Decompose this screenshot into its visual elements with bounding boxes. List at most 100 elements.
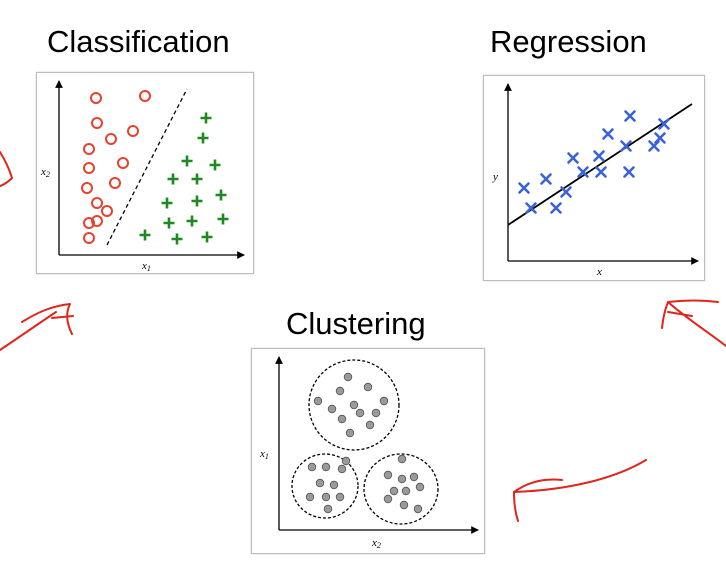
decision-boundary [106,88,188,246]
cluster-point [355,408,365,418]
classification-plot: x1 x2 [40,80,245,273]
class-a-points [81,90,151,244]
regression-point [518,182,530,194]
cluster-point [345,428,355,438]
cluster-point [383,494,393,504]
class-b-point [167,173,179,185]
cluster-point [313,396,323,406]
classification-title: Classification [47,24,230,59]
class-b-point [186,215,198,227]
classification-panel: x1 x2 [36,72,254,274]
cluster-point [397,454,407,464]
regression-point [602,128,614,140]
cluster-1-boundary [308,359,400,451]
class-a-point [83,162,95,174]
cluster-2-boundary [291,453,359,519]
cluster-point [415,482,425,492]
class-b-point [181,155,193,167]
class-b-point [209,159,221,171]
regression-point [567,152,579,164]
regression-points [518,110,670,214]
regression-point [593,150,605,162]
cluster-point [379,396,389,406]
class-a-point [91,197,103,209]
class-a-point [81,182,93,194]
class-b-point [191,173,203,185]
cluster-point [399,500,409,510]
classification-x-label: x1 [141,260,151,273]
regression-y-label: y [492,171,498,183]
regression-point [525,202,537,214]
regression-point [623,166,635,178]
clustering-x-label: x2 [371,537,381,550]
regression-panel: x y [483,75,705,281]
ink-mark-left-top [0,151,13,187]
cluster-point [307,462,317,472]
cluster-point [397,474,407,484]
class-b-point [215,189,227,201]
class-a-point [91,215,103,227]
class-a-point [83,143,95,155]
regression-x-label: x [596,266,602,278]
class-a-point [105,133,117,145]
class-a-point [117,157,129,169]
ink-arrow-regression [661,299,726,347]
regression-point [624,110,636,122]
cluster-point [365,420,375,430]
regression-point [550,202,562,214]
cluster-point [335,386,345,396]
ink-arrow-clustering [513,459,647,522]
cluster-point [409,472,419,482]
cluster-point [335,492,345,502]
cluster-point [337,464,347,474]
cluster-point [315,478,325,488]
class-b-point [217,213,229,225]
regression-point [560,186,572,198]
regression-point [577,166,589,178]
class-a-point [139,90,151,102]
regression-point [620,140,632,152]
cluster-point [371,408,381,418]
cluster-3-boundary [363,453,439,525]
class-b-point [161,197,173,209]
ink-arrow-classification [0,303,74,351]
class-a-point [109,177,121,189]
class-b-point [200,112,212,124]
class-b-point [197,132,209,144]
class-a-point [91,117,103,129]
class-a-point [90,92,102,104]
regression-point [540,173,552,185]
clustering-title: Clustering [286,306,426,341]
cluster-point [329,480,339,490]
classification-y-label: x2 [40,166,50,179]
cluster-point [341,456,351,466]
class-a-point [83,217,95,229]
class-b-point [191,195,203,207]
cluster-points [305,372,425,514]
cluster-point [389,486,399,496]
cluster-point [323,504,333,514]
cluster-point [383,470,393,480]
class-b-point [201,231,213,243]
regression-plot: x y [492,83,699,278]
class-a-point [101,205,113,217]
cluster-point [337,414,347,424]
cluster-point [349,400,359,410]
cluster-point [413,504,423,514]
cluster-point [321,462,331,472]
cluster-point [401,486,411,496]
regression-point [658,118,670,130]
clustering-y-label: x1 [259,448,269,461]
class-a-point [127,125,139,137]
regression-line [507,103,693,226]
regression-point [648,140,660,152]
class-b-points [139,112,229,245]
class-b-point [171,233,183,245]
cluster-point [363,382,373,392]
class-a-point [83,232,95,244]
cluster-point [305,492,315,502]
class-b-point [139,229,151,241]
clustering-plot: x2 x1 [259,356,479,550]
clustering-panel: x2 x1 [251,348,485,554]
